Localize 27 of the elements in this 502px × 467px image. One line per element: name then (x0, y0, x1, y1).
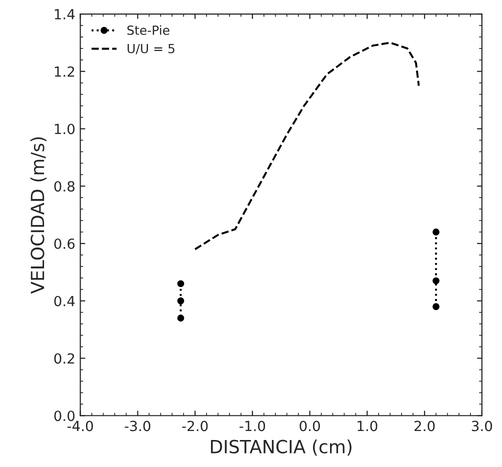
legend-label: Ste-Pie (127, 25, 170, 35)
y-tick-label: 1.4 (54, 9, 75, 20)
point (432, 277, 440, 284)
point (432, 228, 440, 236)
x-axis-title: DISTANCIA (cm) (210, 440, 352, 456)
x-tick-label: -2.0 (182, 420, 208, 432)
y-tick-label: 0.8 (54, 181, 75, 192)
x-tick-label: -3.0 (124, 420, 150, 432)
y-tick-label: 1.2 (54, 66, 74, 77)
y-tick-label: 0.2 (54, 353, 74, 364)
x-tick-label: 1.0 (358, 420, 378, 432)
legend-label: U/U = 5 (128, 44, 174, 54)
x-tick-label: 3.0 (472, 420, 492, 432)
x-tick-label: 2.0 (414, 420, 435, 432)
point (177, 314, 184, 322)
x-tick-label: -1.0 (240, 420, 266, 432)
y-axis-title: VELOCIDAD (m/s) (30, 137, 46, 294)
y-tick-label: 0.4 (54, 296, 75, 306)
point (177, 297, 184, 304)
y-tick-label: 1.0 (54, 124, 75, 134)
line-series (194, 42, 420, 250)
point (432, 303, 440, 310)
x-tick-label: 0.0 (300, 420, 320, 432)
point (177, 280, 184, 288)
y-tick-label: 0.0 (54, 410, 75, 422)
x-tick-label: -4.0 (67, 420, 93, 432)
y-tick-label: 0.6 (54, 238, 75, 249)
